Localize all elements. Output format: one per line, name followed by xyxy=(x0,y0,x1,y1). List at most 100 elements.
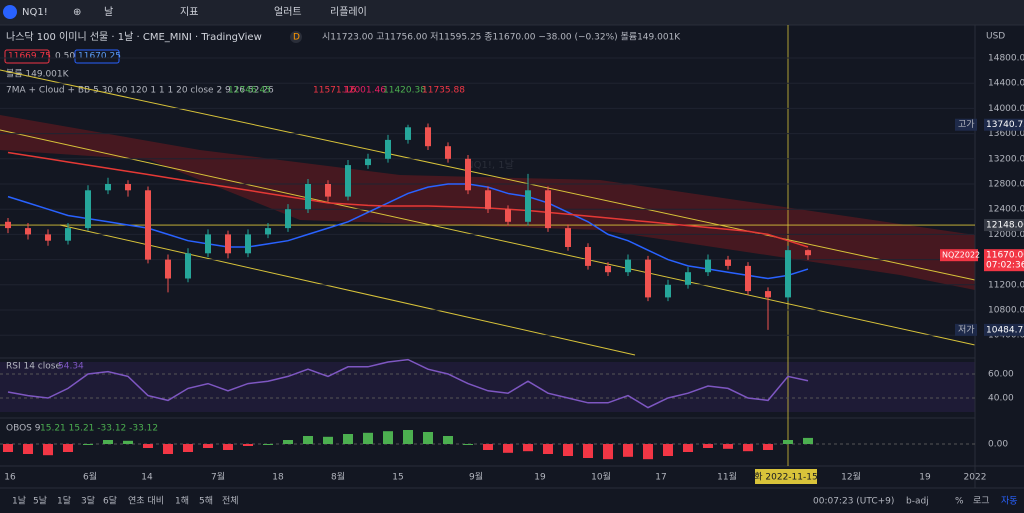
ask[interactable]: 11670.25 xyxy=(78,52,121,62)
chart-title: 나스닥 100 이미니 선물 · 1날 · CME_MINI · Trading… xyxy=(6,31,262,43)
candle-body xyxy=(585,247,591,266)
channel-line xyxy=(0,129,976,346)
bid[interactable]: 11669.75 xyxy=(8,52,51,62)
last-tag xyxy=(940,249,978,262)
candle-body xyxy=(605,265,611,273)
candle-body xyxy=(485,190,491,210)
add-symbol[interactable]: ⊕ xyxy=(73,7,81,18)
obos-bar xyxy=(703,444,713,448)
obos-bar xyxy=(463,444,473,445)
candle-body xyxy=(125,184,131,191)
replay[interactable]: 리플레이 xyxy=(330,6,367,18)
spread: 0.50 xyxy=(55,52,75,62)
ma-value: 11746.45 xyxy=(228,86,271,96)
range-button[interactable]: 1날 xyxy=(12,496,26,507)
adjust[interactable]: b-adj xyxy=(906,497,929,507)
last-price: 11670.00 xyxy=(986,251,1024,261)
time-label: 12월 xyxy=(841,471,861,483)
obos-bar xyxy=(643,444,653,460)
obos-bar xyxy=(803,437,813,444)
obos-bar xyxy=(23,444,33,454)
ma-legend: 7MA + Cloud + BB 5 30 60 120 1 1 1 20 cl… xyxy=(6,86,274,96)
obos-values: 15.21 15.21 -33.12 -33.12 xyxy=(40,424,158,434)
channel-line xyxy=(59,224,636,356)
price-tick-label: 14800.00 xyxy=(988,54,1024,64)
ask-box[interactable] xyxy=(74,49,120,64)
auto[interactable]: 자동 xyxy=(1001,496,1018,507)
candle-body xyxy=(65,228,71,241)
bid-box[interactable] xyxy=(4,49,50,64)
range-button[interactable]: 3달 xyxy=(81,495,95,507)
candle-body xyxy=(685,272,691,285)
price-tick-label: 12400.00 xyxy=(988,205,1024,215)
obos-bar xyxy=(623,444,633,457)
obos-bar xyxy=(203,444,213,448)
obos-bar xyxy=(43,444,53,456)
obos-bar xyxy=(3,444,13,452)
alert[interactable]: 얼러트 xyxy=(274,6,302,18)
price-tick-label: 13200.00 xyxy=(988,154,1024,164)
ma-value: 11735.88 xyxy=(422,86,465,96)
badge-label: 저가 xyxy=(958,324,975,335)
last-badge xyxy=(984,249,1024,272)
time-label: 15 xyxy=(392,473,403,483)
candle-body xyxy=(545,190,551,229)
obos-bar xyxy=(383,431,393,444)
moving-average xyxy=(7,151,809,248)
ma-value: 12001.46 xyxy=(343,86,386,96)
ma-value: 11420.38 xyxy=(383,86,426,96)
candle-body xyxy=(665,284,671,298)
candle-body xyxy=(645,259,651,298)
obos-bar xyxy=(283,440,293,444)
obos-bar xyxy=(563,444,573,456)
candle-body xyxy=(445,146,451,159)
price-tick-label: 10800.00 xyxy=(988,306,1024,316)
obos-bar xyxy=(723,444,733,449)
range-button[interactable]: 전체 xyxy=(222,496,239,507)
interval[interactable]: 날 xyxy=(104,6,113,18)
obos-bar xyxy=(323,436,333,444)
candle-body xyxy=(285,209,291,229)
badge-label: 고가 xyxy=(958,119,975,130)
obos-bar xyxy=(543,444,553,454)
range-button[interactable]: 연초 대비 xyxy=(128,496,164,507)
time-label: 2022 xyxy=(964,473,987,483)
obos-bar xyxy=(523,444,533,452)
obos-legend: OBOS 9 xyxy=(6,424,41,434)
indicators[interactable]: 지표 xyxy=(180,6,198,18)
time-label: 8월 xyxy=(331,471,345,483)
obos-bar xyxy=(683,444,693,452)
cursor-date-bg xyxy=(755,469,817,484)
symbol[interactable]: NQ1! xyxy=(22,7,48,18)
obos-bar xyxy=(123,440,133,444)
range-button[interactable]: 1달 xyxy=(57,495,71,507)
range-button[interactable]: 1해 xyxy=(175,496,189,507)
obos-bar xyxy=(343,434,353,444)
log[interactable]: 로그 xyxy=(973,497,990,507)
obos-bar xyxy=(403,430,413,444)
time-label: 6월 xyxy=(83,471,97,483)
rsi-band xyxy=(0,362,975,412)
time-label: 18 xyxy=(272,473,284,483)
countdown: 07:02:36 xyxy=(986,261,1024,271)
range-button[interactable]: 6달 xyxy=(103,495,117,507)
time-label: 16 xyxy=(4,473,16,483)
candle-body xyxy=(505,209,511,222)
channel-line xyxy=(0,69,976,281)
candle-body xyxy=(565,228,571,247)
volume-legend: 볼륨 149.001K xyxy=(6,69,70,80)
badge-value: 13740.75 xyxy=(986,120,1024,130)
candle-body xyxy=(25,228,31,235)
obos-bar xyxy=(103,440,113,444)
candle-body xyxy=(525,190,531,222)
candle-body xyxy=(465,158,471,191)
currency: USD xyxy=(986,32,1005,42)
percent[interactable]: % xyxy=(955,497,964,507)
obos-bar xyxy=(603,444,613,460)
candle-body xyxy=(425,127,431,147)
last-symbol: NQZ2022 xyxy=(942,251,980,260)
badge-tag xyxy=(955,323,977,336)
candle-body xyxy=(745,265,751,292)
range-button[interactable]: 5해 xyxy=(199,496,213,507)
range-button[interactable]: 5날 xyxy=(33,496,47,507)
